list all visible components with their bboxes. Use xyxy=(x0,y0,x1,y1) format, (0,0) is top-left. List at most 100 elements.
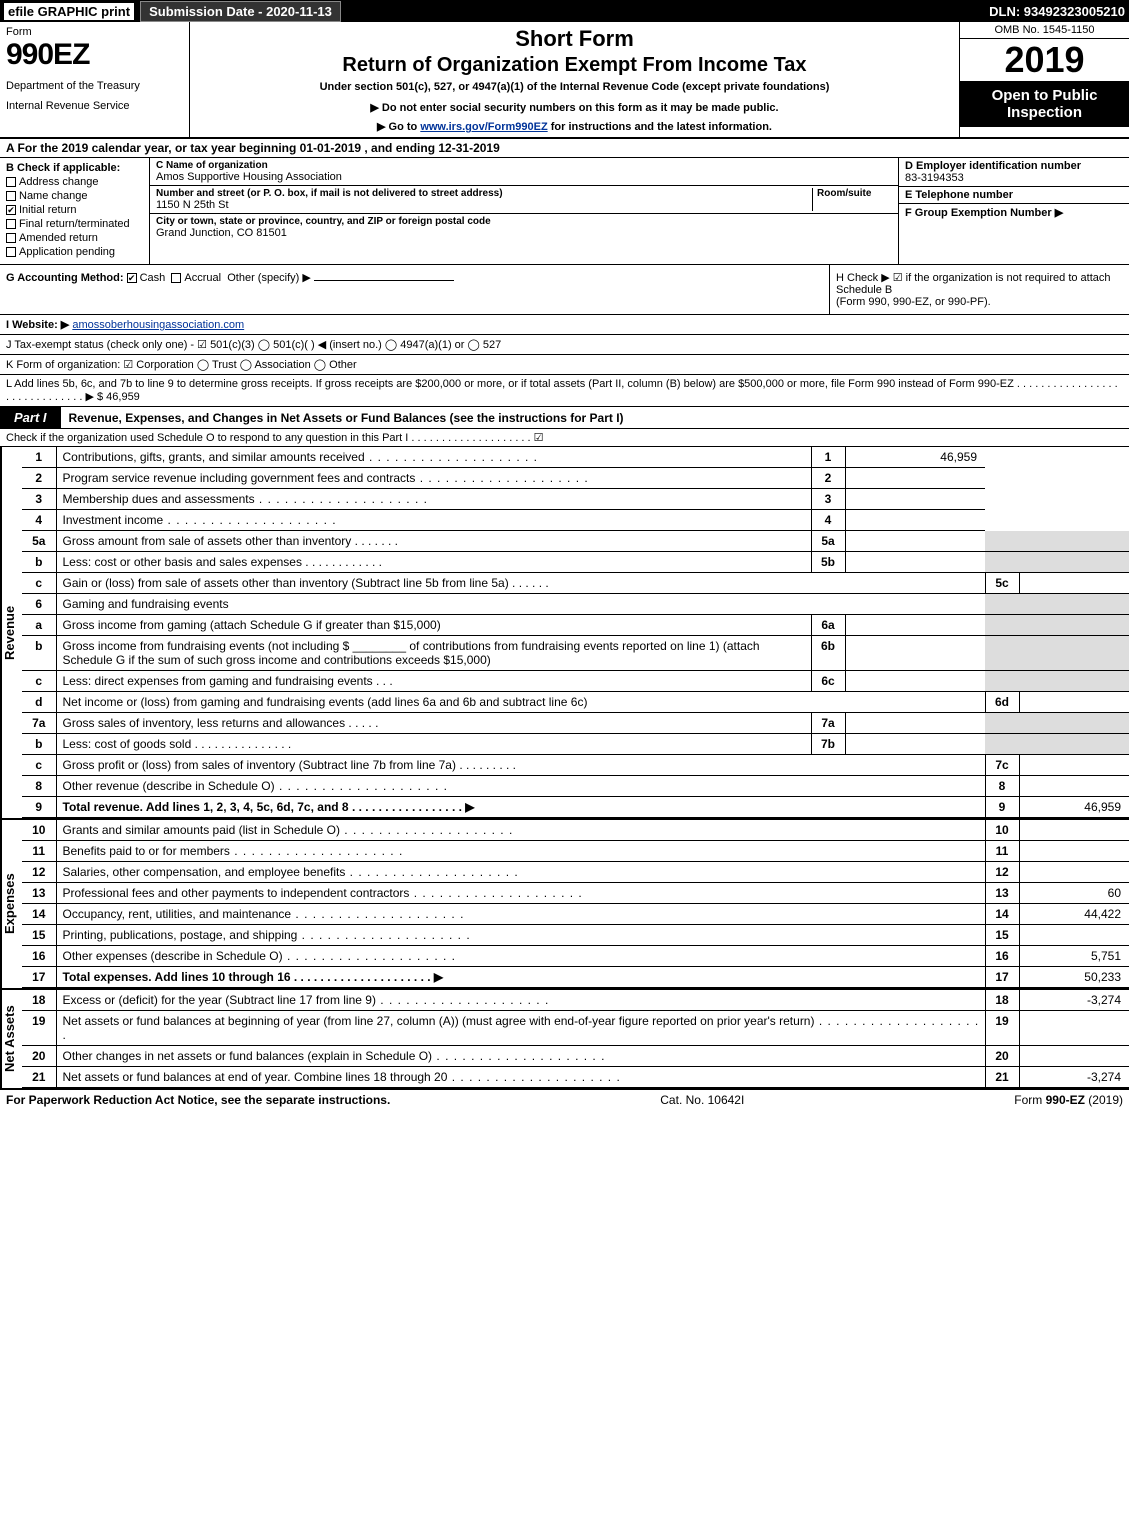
line-16: 16Other expenses (describe in Schedule O… xyxy=(22,946,1129,967)
chk-final-return[interactable] xyxy=(6,219,16,229)
line-4: 4Investment income4 xyxy=(22,510,1129,531)
line-21: 21Net assets or fund balances at end of … xyxy=(22,1067,1129,1088)
lbl-cash: Cash xyxy=(140,272,166,284)
room-label: Room/suite xyxy=(817,188,892,199)
efile-label[interactable]: efile GRAPHIC print xyxy=(4,3,134,20)
dept-treasury: Department of the Treasury xyxy=(6,80,183,92)
section-c: C Name of organization Amos Supportive H… xyxy=(150,158,899,264)
line-7a: 7aGross sales of inventory, less returns… xyxy=(22,713,1129,734)
goto-pre: ▶ Go to xyxy=(377,121,420,133)
footer-left: For Paperwork Reduction Act Notice, see … xyxy=(6,1093,390,1107)
org-name: Amos Supportive Housing Association xyxy=(156,171,892,183)
lbl-initial-return: Initial return xyxy=(19,204,76,216)
c-name-label: C Name of organization xyxy=(156,160,892,171)
dln: DLN: 93492323005210 xyxy=(989,4,1125,19)
row-l: L Add lines 5b, 6c, and 7b to line 9 to … xyxy=(0,375,1129,407)
chk-application-pending[interactable] xyxy=(6,247,16,257)
expenses-side-label: Expenses xyxy=(0,820,22,988)
form-header: Form 990EZ Department of the Treasury In… xyxy=(0,22,1129,139)
short-form-title: Short Form xyxy=(198,26,951,52)
c-street-label: Number and street (or P. O. box, if mail… xyxy=(156,188,812,199)
h-line2: (Form 990, 990-EZ, or 990-PF). xyxy=(836,296,1123,308)
line-6d: dNet income or (loss) from gaming and fu… xyxy=(22,692,1129,713)
section-b: B Check if applicable: Address change Na… xyxy=(0,158,150,264)
other-specify-line[interactable] xyxy=(314,280,454,281)
row-a-tax-year: A For the 2019 calendar year, or tax yea… xyxy=(0,139,1129,158)
org-city: Grand Junction, CO 81501 xyxy=(156,227,892,239)
return-title: Return of Organization Exempt From Incom… xyxy=(198,54,951,77)
form-word: Form xyxy=(6,26,183,38)
line-10: 10Grants and similar amounts paid (list … xyxy=(22,820,1129,841)
line-15: 15Printing, publications, postage, and s… xyxy=(22,925,1129,946)
chk-initial-return[interactable] xyxy=(6,205,16,215)
row-k: K Form of organization: ☑ Corporation ◯ … xyxy=(0,355,1129,375)
line-13: 13Professional fees and other payments t… xyxy=(22,883,1129,904)
expenses-table: 10Grants and similar amounts paid (list … xyxy=(22,820,1129,988)
line-14: 14Occupancy, rent, utilities, and mainte… xyxy=(22,904,1129,925)
do-not-enter: ▶ Do not enter social security numbers o… xyxy=(198,101,951,114)
footer-right: Form 990-EZ (2019) xyxy=(1014,1093,1123,1107)
line-5a: 5aGross amount from sale of assets other… xyxy=(22,531,1129,552)
c-city-label: City or town, state or province, country… xyxy=(156,216,892,227)
goto-link[interactable]: www.irs.gov/Form990EZ xyxy=(420,121,547,133)
line-5c: cGain or (loss) from sale of assets othe… xyxy=(22,573,1129,594)
row-i: I Website: ▶ amossoberhousingassociation… xyxy=(0,315,1129,335)
website-link[interactable]: amossoberhousingassociation.com xyxy=(72,319,244,331)
line-5b: bLess: cost or other basis and sales exp… xyxy=(22,552,1129,573)
line-1: 1Contributions, gifts, grants, and simil… xyxy=(22,447,1129,468)
under-section: Under section 501(c), 527, or 4947(a)(1)… xyxy=(198,81,951,93)
top-bar: efile GRAPHIC print Submission Date - 20… xyxy=(0,0,1129,22)
l-text: L Add lines 5b, 6c, and 7b to line 9 to … xyxy=(6,378,1118,403)
omb-number: OMB No. 1545-1150 xyxy=(960,22,1129,39)
org-street: 1150 N 25th St xyxy=(156,199,812,211)
chk-cash[interactable] xyxy=(127,273,137,283)
expenses-section: Expenses 10Grants and similar amounts pa… xyxy=(0,820,1129,990)
info-grid: B Check if applicable: Address change Na… xyxy=(0,158,1129,265)
line-6: 6Gaming and fundraising events xyxy=(22,594,1129,615)
submission-date: Submission Date - 2020-11-13 xyxy=(140,1,341,22)
part1-tab: Part I xyxy=(0,407,61,428)
line-7c: cGross profit or (loss) from sales of in… xyxy=(22,755,1129,776)
line-20: 20Other changes in net assets or fund ba… xyxy=(22,1046,1129,1067)
form-number: 990EZ xyxy=(6,38,183,72)
chk-name-change[interactable] xyxy=(6,191,16,201)
netassets-table: 18Excess or (deficit) for the year (Subt… xyxy=(22,990,1129,1088)
row-j: J Tax-exempt status (check only one) - ☑… xyxy=(0,335,1129,355)
b-header: B Check if applicable: xyxy=(6,162,143,174)
line-19: 19Net assets or fund balances at beginni… xyxy=(22,1011,1129,1046)
i-label: I Website: ▶ xyxy=(6,319,69,331)
line-2: 2Program service revenue including gover… xyxy=(22,468,1129,489)
irs-label: Internal Revenue Service xyxy=(6,100,183,112)
h-line1: H Check ▶ ☑ if the organization is not r… xyxy=(836,271,1123,296)
goto-line: ▶ Go to www.irs.gov/Form990EZ for instru… xyxy=(198,120,951,133)
netassets-side-label: Net Assets xyxy=(0,990,22,1088)
part1-check-line: Check if the organization used Schedule … xyxy=(0,429,1129,447)
revenue-table: 1Contributions, gifts, grants, and simil… xyxy=(22,447,1129,818)
chk-accrual[interactable] xyxy=(171,273,181,283)
line-6b: bGross income from fundraising events (n… xyxy=(22,636,1129,671)
lbl-final-return: Final return/terminated xyxy=(19,218,130,230)
part1-header: Part I Revenue, Expenses, and Changes in… xyxy=(0,407,1129,429)
line-6a: aGross income from gaming (attach Schedu… xyxy=(22,615,1129,636)
lbl-address-change: Address change xyxy=(19,176,99,188)
section-def: D Employer identification number 83-3194… xyxy=(899,158,1129,264)
l-amount: 46,959 xyxy=(106,391,140,403)
revenue-side-label: Revenue xyxy=(0,447,22,818)
line-12: 12Salaries, other compensation, and empl… xyxy=(22,862,1129,883)
e-label: E Telephone number xyxy=(905,189,1123,201)
part1-title: Revenue, Expenses, and Changes in Net As… xyxy=(61,411,1129,425)
lbl-accrual: Accrual xyxy=(184,272,221,284)
row-gh: G Accounting Method: Cash Accrual Other … xyxy=(0,265,1129,315)
line-7b: bLess: cost of goods sold . . . . . . . … xyxy=(22,734,1129,755)
lbl-amended-return: Amended return xyxy=(19,232,98,244)
revenue-section: Revenue 1Contributions, gifts, grants, a… xyxy=(0,447,1129,820)
chk-address-change[interactable] xyxy=(6,177,16,187)
goto-post: for instructions and the latest informat… xyxy=(548,121,772,133)
g-label: G Accounting Method: xyxy=(6,272,124,284)
tax-year: 2019 xyxy=(960,39,1129,81)
chk-amended-return[interactable] xyxy=(6,233,16,243)
lbl-other: Other (specify) ▶ xyxy=(227,272,311,284)
netassets-section: Net Assets 18Excess or (deficit) for the… xyxy=(0,990,1129,1090)
ein: 83-3194353 xyxy=(905,172,1123,184)
line-17: 17Total expenses. Add lines 10 through 1… xyxy=(22,967,1129,988)
